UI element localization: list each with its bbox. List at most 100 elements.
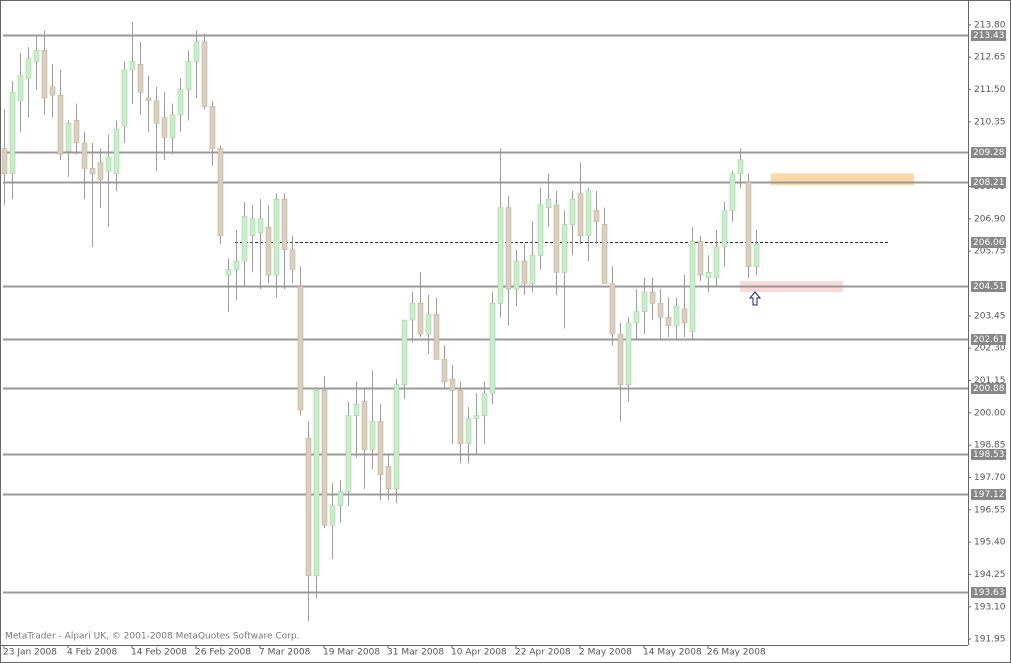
candle-body — [1, 148, 8, 175]
y-tick-label: 205.75 — [974, 247, 1006, 257]
candle-body — [609, 283, 616, 335]
level-tag — [971, 30, 1006, 41]
x-tick-label: 10 Apr 2008 — [451, 648, 507, 658]
y-tick-label: 210.35 — [974, 117, 1006, 127]
candle-body — [401, 319, 408, 385]
x-tick-label: 14 May 2008 — [643, 648, 702, 658]
candle-body — [441, 359, 448, 383]
candle-body — [345, 415, 352, 492]
candle-body — [561, 224, 568, 273]
x-tick-label: 26 May 2008 — [707, 648, 766, 658]
level-label: 204.51 — [973, 282, 1005, 292]
level-label: 213.43 — [973, 31, 1005, 41]
candle-body — [625, 322, 632, 385]
candle-body — [273, 198, 280, 276]
candle-body — [265, 227, 272, 276]
level-tag — [971, 587, 1006, 598]
candle-body — [329, 505, 336, 526]
y-tick-label: 213.80 — [974, 20, 1006, 30]
y-tick-label: 202.30 — [974, 344, 1006, 354]
candle-body — [449, 378, 456, 391]
x-tick-label: 7 Mar 2008 — [259, 648, 311, 658]
y-tick-label: 191.95 — [974, 635, 1006, 645]
candle-body — [289, 249, 296, 270]
candle-body — [33, 49, 40, 62]
level-tag — [971, 489, 1006, 500]
x-tick-label: 31 Mar 2008 — [387, 648, 444, 658]
x-tick-label: 2 May 2008 — [579, 648, 632, 658]
x-tick-label: 26 Feb 2008 — [195, 648, 251, 658]
candle-body — [161, 117, 168, 138]
y-tick-label: 201.15 — [974, 376, 1006, 386]
candle-body — [457, 390, 464, 444]
level-tag — [971, 281, 1006, 292]
candle-body — [537, 204, 544, 256]
y-tick-label: 194.25 — [974, 570, 1006, 580]
candle-body — [697, 241, 704, 276]
candle-body — [753, 243, 760, 267]
candle-body — [313, 390, 320, 577]
candle-body — [225, 269, 232, 276]
level-label: 193.63 — [973, 588, 1005, 598]
candle-body — [513, 260, 520, 290]
candle-body — [49, 86, 56, 96]
candle-body — [121, 69, 128, 127]
level-label: 208.21 — [973, 178, 1005, 188]
x-tick-label: 23 Jan 2008 — [3, 648, 57, 658]
y-tick-label: 198.85 — [974, 441, 1006, 451]
level-tag — [971, 147, 1006, 158]
candle-body — [281, 198, 288, 251]
candle-body — [497, 207, 504, 304]
candle-body — [417, 302, 424, 335]
candle-body — [473, 415, 480, 419]
candle-body — [737, 159, 744, 175]
candle-body — [657, 302, 664, 318]
candle-body — [521, 260, 528, 284]
y-tick-label: 212.65 — [974, 53, 1006, 63]
level-tag — [971, 383, 1006, 394]
candle-body — [505, 207, 512, 290]
candle-body — [321, 390, 328, 526]
candle-body — [177, 89, 184, 116]
watermark: MetaTrader - Alpari UK, © 2001-2008 Meta… — [5, 632, 299, 642]
candle-body — [193, 41, 200, 62]
candle-body — [217, 148, 224, 236]
candle-body — [297, 286, 304, 411]
candle-body — [409, 302, 416, 321]
candle-body — [489, 302, 496, 394]
candle-body — [649, 291, 656, 304]
x-tick-label: 4 Feb 2008 — [67, 648, 118, 658]
candle-body — [233, 260, 240, 270]
y-tick-label: 206.90 — [974, 214, 1006, 224]
candle-body — [305, 437, 312, 577]
candle-body — [201, 41, 208, 107]
candle-body — [593, 210, 600, 222]
candle-body — [145, 97, 152, 102]
level-label: 197.12 — [973, 490, 1005, 500]
y-tick-label: 196.55 — [974, 505, 1006, 515]
y-tick-label: 200.00 — [974, 408, 1006, 418]
candle-body — [105, 156, 112, 172]
y-tick-label: 211.50 — [974, 85, 1006, 95]
candle-body — [209, 106, 216, 149]
arrow-icon — [748, 291, 762, 306]
candle-body — [129, 61, 136, 71]
candle-body — [481, 392, 488, 416]
candle-body — [385, 465, 392, 489]
candle-body — [465, 418, 472, 444]
x-tick-label: 14 Feb 2008 — [131, 648, 187, 658]
candle-body — [169, 114, 176, 138]
level-tag — [971, 177, 1006, 188]
candle-body — [705, 272, 712, 279]
candle-body — [553, 204, 560, 273]
candle-body — [185, 61, 192, 90]
x-tick-label: 19 Mar 2008 — [323, 648, 380, 658]
level-tag — [971, 334, 1006, 345]
candle-body — [57, 94, 64, 155]
candle-body — [673, 305, 680, 326]
candle-body — [601, 224, 608, 284]
level-label: 206.06 — [973, 238, 1005, 248]
candle-body — [25, 58, 32, 79]
y-tick-label: 195.40 — [974, 538, 1006, 548]
